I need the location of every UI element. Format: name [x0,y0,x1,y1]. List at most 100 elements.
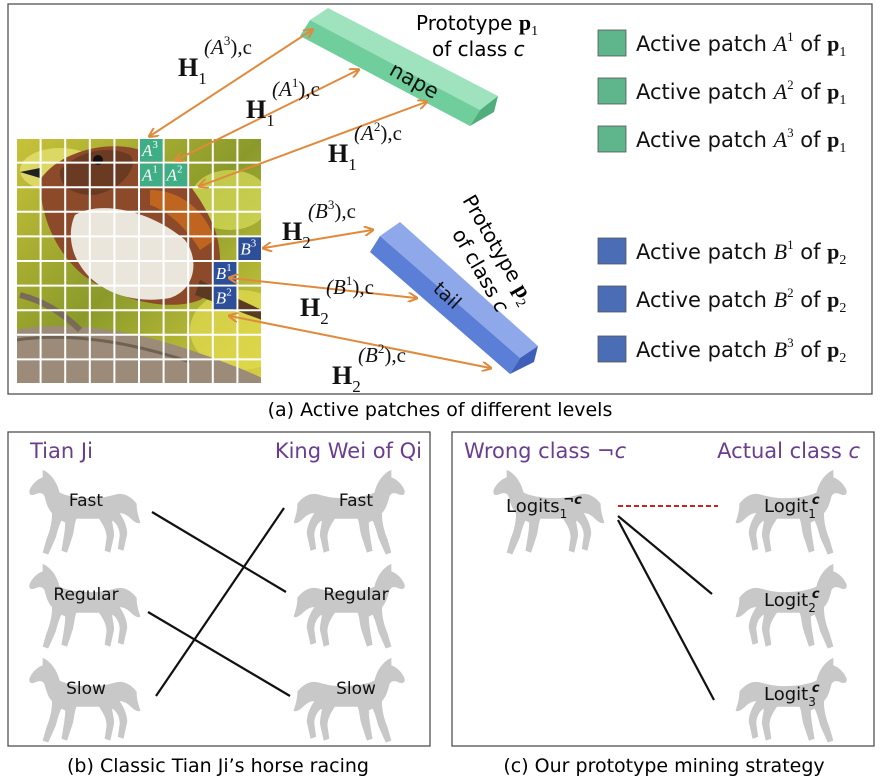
legend-proto-sub: 1 [839,93,846,108]
h-sup-tail: ),c [384,343,406,367]
legend-mid: of [794,32,828,56]
legend-proto-sub: 2 [839,301,846,316]
patch-label-sup: 3 [251,237,257,249]
panel-c-mining-lines [617,515,715,701]
panel-c-frame [451,431,875,747]
wrong-class-horse: Logits1¬c [493,469,605,555]
patch-label-base: B [216,289,227,308]
patch-label-a2: A2 [166,164,183,185]
logit-sup: c [812,493,820,508]
legend-label: Active patch A1 of p1 [636,29,846,60]
legend-proto-sub: 1 [839,45,846,60]
h-sup-num: 3 [224,33,231,48]
h-label-2: H1(A1),c [246,75,320,130]
prototype-1-class: of class c [432,37,525,61]
caption-a: (a) Active patches of different levels [268,399,613,421]
legend-proto-symbol: p [827,31,839,56]
match-regular-to-slow [147,611,291,697]
caption-c: (c) Our prototype mining strategy [503,755,824,777]
h-sup-tail: ),c [380,121,402,145]
panel-b-match-lines [147,507,291,697]
legend-proto-symbol: p [827,337,839,362]
h-sup-base: (A [204,35,224,59]
match-fast-to-regular [151,511,287,593]
actual-class-title: Actual class c [717,439,860,463]
patch-label-base: A [166,166,178,185]
king-wei-horse-3: Slow [293,657,405,743]
h-sup-num: 2 [378,341,385,356]
h-label-main: H2 [300,293,329,328]
h-sup-num: 1 [346,273,353,288]
legend-proto-symbol: p [827,287,839,312]
h-subscript: 1 [348,155,357,174]
legend-label: Active patch A3 of p1 [636,125,846,156]
patch-label-sup: 2 [226,287,232,299]
prototype-1-class-symbol: c [514,37,525,61]
h-label-superscript: (A2),c [354,119,402,145]
legend-patch-sup: 3 [787,125,794,140]
logit-sup: c [812,587,820,602]
legend-swatch [597,77,627,105]
tian-ji-horse-1: Fast [29,469,141,555]
legend-swatch [597,237,627,265]
h-symbol: H [300,293,320,322]
legend-row-4: Active patch B1 of p2 [597,237,846,268]
h-label-superscript: (B3),c [308,197,356,223]
legend-mid: of [794,288,828,312]
patch-label-base: B [216,264,227,283]
patch-label-base: B [240,239,251,258]
logit-base: Logits [506,496,560,517]
horse-icon [293,469,405,555]
legend-patch-sup: 1 [787,237,794,252]
legend-proto-sub: 2 [839,351,846,366]
h-subscript: 1 [266,111,275,130]
king-wei-horse-1: Fast [293,469,405,555]
arrow-a2 [200,102,426,186]
legend-prefix: Active patch [636,128,774,152]
h-label-1: H1(A3),c [178,33,252,88]
h-label-superscript: (A1),c [272,75,320,101]
arrow-b3 [264,230,372,248]
patch-a3 [140,139,163,162]
h-subscript: 2 [302,233,311,252]
logit-sub: 1 [808,507,816,521]
tian-ji-horse-2: Regular [29,563,141,649]
legend-patch-base: B [774,287,787,312]
mining-line-2 [617,515,713,595]
wrong-class-title: Wrong class ¬c [464,439,627,463]
h-label-main: H1 [246,95,275,130]
logit-sub: 1 [560,507,568,521]
tian-ji-horse-label: Slow [66,679,106,699]
h-label-superscript: (B2),c [358,341,406,367]
patch-label-a3: A3 [141,139,158,160]
legend-label: Active patch B3 of p2 [636,335,846,366]
horse-icon [29,563,141,649]
logit-base: Logit [764,684,808,705]
h-label-6: H2(B2),c [332,341,406,396]
h-subscript: 2 [352,377,361,396]
logit-sup: c [812,681,820,696]
king-wei-horse-2: Regular [293,563,405,649]
h-sup-tail: ),c [230,35,252,59]
wrong-logit-label: Logits1¬c [506,493,582,521]
tian-ji-horse-3: Slow [29,657,141,743]
horse-icon [29,657,141,743]
legend-proto-sub: 1 [839,141,846,156]
legend-prefix: Active patch [636,240,774,264]
h-sup-num: 3 [328,197,335,212]
tian-ji-horse-label: Regular [53,585,118,605]
h-sup-tail: ),c [298,77,320,101]
legend-row-3: Active patch A3 of p1 [597,125,846,156]
logit-sub: 2 [808,601,816,615]
patch-label-base: A [141,166,153,185]
patch-label-sup: 2 [177,164,183,176]
h-sup-num: 1 [292,75,299,90]
h-labels: H1(A3),cH1(A1),cH1(A2),cH2(B3),cH2(B1),c… [178,33,406,396]
horse-icon [29,469,141,555]
prototype-1-subscript: 1 [531,24,538,39]
h-label-main: H1 [328,139,357,174]
actual-class-symbol: c [848,439,860,463]
